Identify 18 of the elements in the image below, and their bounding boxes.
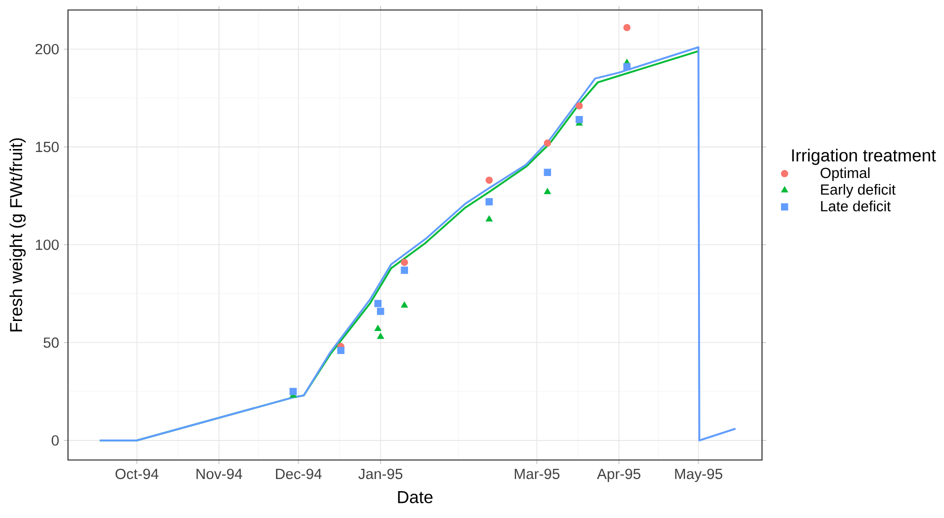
y-tick-label: 100 [36, 240, 59, 250]
x-tick-label: Mar-95 [514, 468, 560, 480]
x-tick-label: Jan-95 [358, 468, 402, 480]
x-tick-label: Apr-95 [596, 468, 640, 482]
y-tick-label: 200 [36, 44, 59, 54]
legend-label: Late deficit [821, 200, 891, 212]
x-tick-label: May-95 [675, 468, 722, 482]
legend-label: Early deficit [821, 184, 896, 198]
x-tick-label: Oct-94 [116, 468, 158, 480]
y-tick-label: 0 [52, 435, 59, 446]
y-tick-label: 50 [44, 337, 59, 348]
y-axis-title: Fresh weight (g FWt/fruit) [10, 138, 26, 332]
x-axis-title: Date [398, 491, 433, 504]
x-tick-label: Nov-94 [196, 468, 242, 480]
legend-title: Irrigation treatment [792, 148, 936, 165]
legend-label: Optimal [820, 167, 870, 181]
y-tick-label: 150 [36, 142, 59, 152]
x-tick-label: Dec-94 [276, 468, 322, 480]
